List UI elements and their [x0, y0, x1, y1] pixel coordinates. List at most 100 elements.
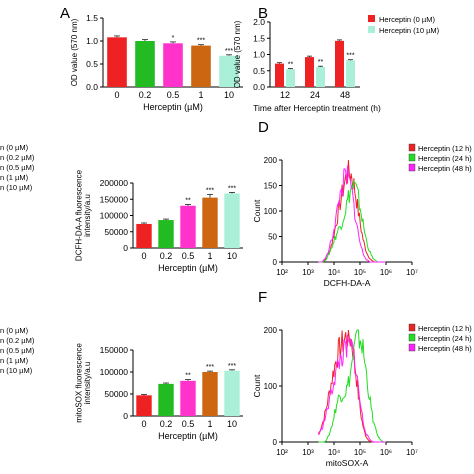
- bar: [224, 193, 240, 248]
- legend-swatch: [408, 163, 416, 172]
- y-tick-label: 150000: [100, 194, 129, 204]
- left-legend-c-item: n (1 µM): [0, 173, 29, 182]
- y-tick-label: 2.0: [253, 17, 265, 27]
- x-tick-label: 0.2: [160, 419, 173, 429]
- y-tick-label: 100000: [100, 367, 129, 377]
- significance-label: ***: [206, 364, 214, 371]
- x-tick-label: 10⁵: [354, 448, 366, 457]
- x-tick-label: 24: [310, 90, 320, 100]
- y-tick-label: 0.5: [86, 59, 98, 69]
- chart-e-mitosox-intensity: 0 50000 100000 150000 mitoSOX fluorescencein…: [74, 343, 243, 441]
- bar: [335, 40, 344, 87]
- y-axis-label: Count: [252, 199, 262, 222]
- x-tick-label: 0.2: [160, 251, 173, 261]
- x-tick-label: 0.2: [139, 90, 152, 100]
- y-axis-label-line: intensity/a.u: [83, 194, 92, 237]
- bar: [136, 395, 152, 416]
- histogram-trace: [318, 159, 386, 263]
- chart-c-dcfh-intensity: 0 50000 100000 150000 200000 DCFH-DA-A fluore…: [74, 169, 243, 273]
- x-tick-label: 10⁴: [328, 268, 341, 277]
- bar: [286, 69, 295, 87]
- significance-label: **: [288, 61, 294, 68]
- legend-label: Herceptin (24 h): [418, 334, 472, 343]
- histogram-trace: [317, 329, 386, 443]
- histogram-trace: [318, 334, 386, 443]
- bar: [158, 220, 174, 248]
- x-tick-label: 10⁴: [328, 448, 341, 457]
- legend-label: Herceptin (12 h): [418, 144, 472, 153]
- y-axis-label: OD value (570 nm): [70, 18, 79, 86]
- left-legend-e-item: n (0.5 µM): [0, 346, 35, 355]
- legend-swatch: [408, 323, 416, 332]
- legend-label: Herceptin (12 h): [418, 324, 472, 333]
- x-tick-label: 10³: [302, 268, 314, 277]
- y-axis-label: OD value (570 nm): [233, 20, 242, 88]
- y-tick-label: 0: [123, 243, 128, 253]
- significance-label: ***: [228, 185, 236, 192]
- legend-label: Herceptin (24 h): [418, 154, 472, 163]
- y-tick-label: 0: [273, 258, 278, 267]
- x-axis-label: mitoSOX-A: [326, 458, 369, 468]
- chart-f-mitosox-histogram: 0 100 200 10² 10³ 10⁴ 10⁵ 10⁶ 10⁷ mitoSOX-A Count H…: [252, 323, 472, 468]
- x-tick-label: 10⁶: [380, 268, 392, 277]
- x-tick-label: 12: [280, 90, 290, 100]
- x-axis-label: Time after Herceptin treatment (h): [253, 103, 381, 113]
- bar: [346, 60, 355, 87]
- y-tick-label: 100: [264, 382, 278, 391]
- bar: [219, 55, 239, 87]
- x-tick-label: 0: [141, 251, 146, 261]
- panel-label-d: D: [258, 119, 269, 136]
- significance-label: **: [318, 59, 324, 66]
- significance-label: ***: [197, 38, 205, 45]
- legend-swatch: [408, 153, 416, 162]
- bar: [180, 205, 196, 248]
- y-tick-label: 0.0: [86, 82, 98, 92]
- legend-swatch: [408, 143, 416, 152]
- bar: [305, 57, 314, 87]
- x-tick-label: 10⁷: [406, 448, 418, 457]
- panel-label-f: F: [258, 289, 267, 306]
- left-legend-c-item: n (10 µM): [0, 183, 33, 192]
- legend-label: Herceptin (48 h): [418, 344, 472, 353]
- x-tick-label: 10⁷: [406, 268, 418, 277]
- y-axis-label: Count: [252, 374, 262, 397]
- significance-label: ***: [228, 363, 236, 370]
- x-tick-label: 10²: [276, 268, 288, 277]
- significance-label: **: [185, 197, 191, 204]
- significance-label: ***: [225, 48, 233, 55]
- bar: [180, 380, 196, 416]
- y-axis-label-line: mitoSOX fluorescence: [74, 343, 83, 423]
- chart-a-od-value: 0.0 0.5 1.0 1.5 OD value (570 nm) 0 0.2 * 0.5 ***…: [70, 13, 243, 112]
- legend-label: Herceptin (48 h): [418, 164, 472, 173]
- x-tick-label: 0: [114, 90, 119, 100]
- y-tick-label: 50000: [104, 227, 128, 237]
- x-axis-label: Herceptin (µM): [143, 102, 203, 112]
- bar: [224, 370, 240, 416]
- bar: [202, 197, 218, 248]
- y-tick-label: 0.5: [253, 66, 265, 76]
- significance-label: ***: [346, 53, 354, 60]
- legend-swatch: [408, 343, 416, 352]
- x-tick-label: 48: [340, 90, 350, 100]
- y-tick-label: 0.0: [253, 82, 265, 92]
- y-tick-label: 50: [268, 233, 277, 242]
- y-tick-label: 1.5: [86, 13, 98, 23]
- bar: [136, 223, 152, 248]
- y-tick-label: 150000: [100, 345, 129, 355]
- bar: [158, 383, 174, 416]
- bar: [316, 66, 325, 87]
- y-tick-label: 200: [264, 156, 278, 165]
- legend-swatch: [408, 333, 416, 342]
- legend-label: Herceptin (10 µM): [379, 26, 440, 35]
- y-tick-label: 0: [123, 411, 128, 421]
- x-tick-label: 1: [207, 251, 212, 261]
- histogram-trace: [318, 165, 386, 263]
- x-tick-label: 0.5: [182, 419, 195, 429]
- y-tick-label: 50000: [104, 389, 128, 399]
- histogram-trace: [318, 329, 386, 443]
- x-tick-label: 10³: [302, 448, 314, 457]
- x-tick-label: 10²: [276, 448, 288, 457]
- x-tick-label: 0.5: [182, 251, 195, 261]
- y-tick-label: 100000: [100, 211, 129, 221]
